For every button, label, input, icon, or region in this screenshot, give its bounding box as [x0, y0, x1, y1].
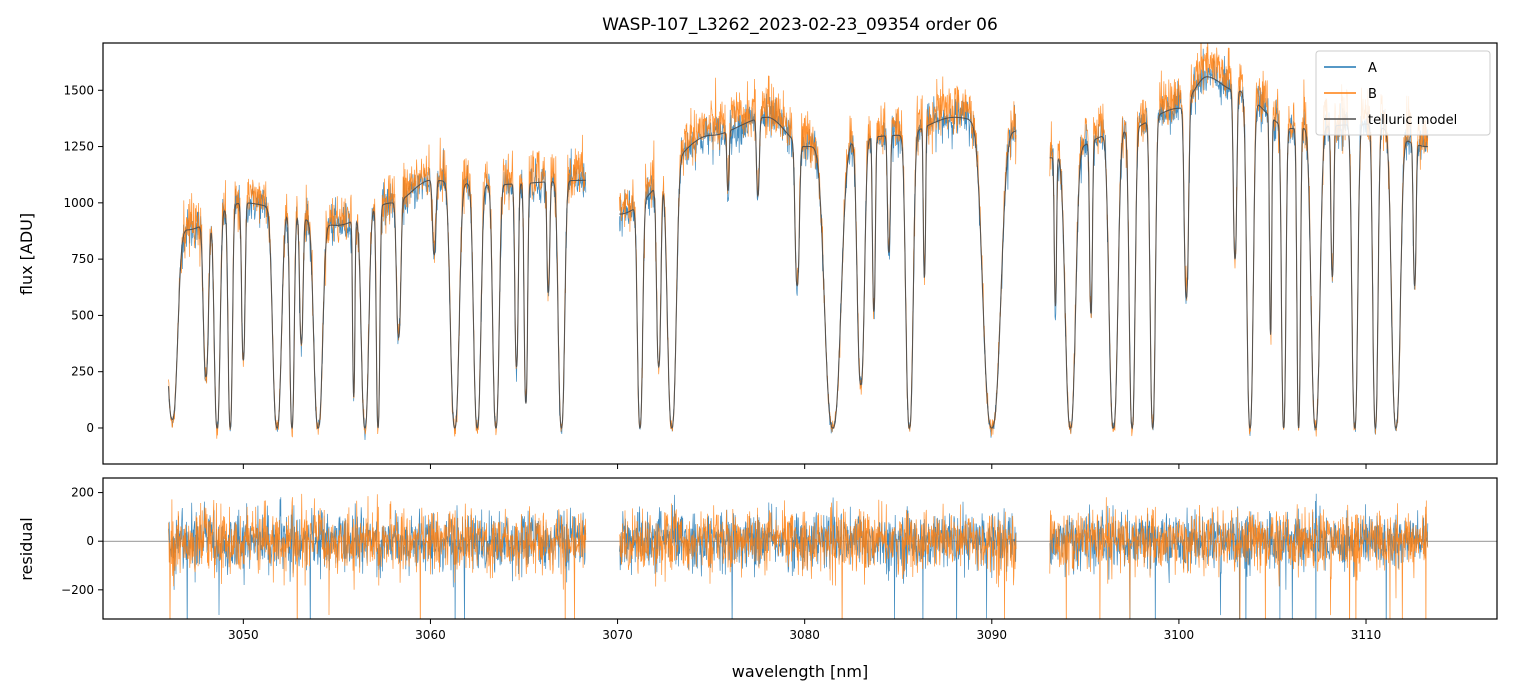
residual-x-tick-label: 3110 [1351, 628, 1382, 642]
flux-y-axis-label: flux [ADU] [17, 213, 36, 295]
flux-y-tick-label: 750 [71, 252, 94, 266]
chart-title: WASP-107_L3262_2023-02-23_09354 order 06 [602, 15, 998, 35]
residual-panel: −200 0 200 3050 3060 3070 3080 3090 3100 3110 re… [17, 477, 1498, 681]
x-axis-label: wavelength [nm] [732, 662, 869, 681]
flux-panel-background [103, 43, 1497, 464]
flux-y-tick-label: 0 [86, 421, 94, 435]
flux-y-tick-label: 1000 [63, 196, 94, 210]
residual-y-axis-label: residual [17, 517, 36, 580]
residual-x-axis: 3050 3060 3070 3080 3090 3100 3110 [228, 619, 1381, 642]
flux-y-tick-label: 250 [71, 365, 94, 379]
residual-x-tick-label: 3050 [228, 628, 259, 642]
legend-label-b: B [1368, 87, 1377, 102]
flux-y-axis: 0 250 500 750 1000 1250 1500 [63, 83, 103, 435]
residual-x-tick-label: 3070 [602, 628, 633, 642]
flux-y-tick-label: 1500 [63, 83, 94, 97]
residual-y-tick-label: 0 [86, 534, 94, 548]
residual-x-tick-label: 3100 [1164, 628, 1195, 642]
residual-y-axis: −200 0 200 [61, 486, 103, 597]
residual-series-b [168, 493, 1429, 619]
residual-y-tick-label: −200 [61, 583, 94, 597]
flux-y-tick-label: 500 [71, 308, 94, 322]
flux-panel-frame [102, 42, 1498, 465]
residual-x-tick-label: 3090 [977, 628, 1008, 642]
residual-series-group [103, 493, 1497, 619]
residual-y-tick-label: 200 [71, 486, 94, 500]
flux-panel: 0 250 500 750 1000 1250 1500 flux [ADU] A B te… [17, 42, 1498, 469]
flux-x-axis [242, 464, 1367, 469]
residual-x-tick-label: 3060 [415, 628, 446, 642]
legend-label-a: A [1368, 61, 1377, 76]
flux-y-tick-label: 1250 [63, 140, 94, 154]
residual-panel-frame [102, 477, 1498, 620]
legend: A B telluric model [1315, 50, 1491, 136]
legend-label-telluric-model: telluric model [1368, 113, 1457, 128]
legend-box [1315, 50, 1491, 136]
residual-x-tick-label: 3080 [789, 628, 820, 642]
